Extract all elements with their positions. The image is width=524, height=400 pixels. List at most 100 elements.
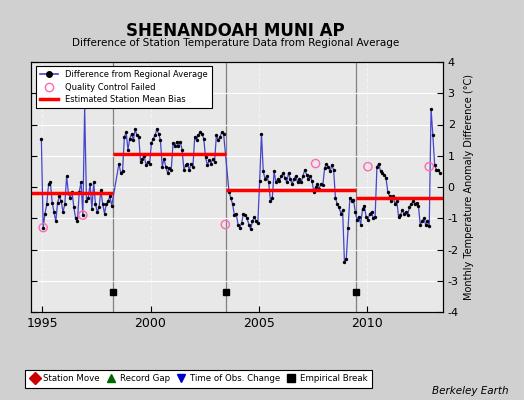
Point <box>131 126 139 132</box>
Point <box>146 160 154 167</box>
Point <box>210 159 219 165</box>
Legend: Difference from Regional Average, Quality Control Failed, Estimated Station Mean: Difference from Regional Average, Qualit… <box>36 66 212 108</box>
Point <box>37 135 46 142</box>
Point <box>347 198 356 204</box>
Point <box>313 181 322 187</box>
Point <box>214 137 222 143</box>
Point <box>64 190 73 196</box>
Point <box>42 201 51 207</box>
Point <box>180 167 188 173</box>
Point <box>293 179 302 186</box>
Point <box>124 146 132 153</box>
Point <box>81 104 89 110</box>
Point <box>160 156 168 162</box>
Point <box>243 215 251 222</box>
Point <box>77 179 85 186</box>
Point <box>93 209 102 215</box>
Point <box>95 204 103 210</box>
Text: SHENANDOAH MUNI AP: SHENANDOAH MUNI AP <box>126 22 345 40</box>
Point <box>200 135 208 142</box>
Point <box>115 160 123 167</box>
Point <box>353 217 361 223</box>
Point <box>183 160 192 167</box>
Point <box>288 181 297 187</box>
Point <box>416 221 424 228</box>
Point <box>79 212 87 218</box>
Point <box>250 214 258 220</box>
Point <box>384 188 392 195</box>
Point <box>266 198 275 204</box>
Point <box>333 201 342 207</box>
Point <box>66 195 74 201</box>
Point <box>290 176 298 182</box>
Point <box>151 132 159 139</box>
Point <box>369 215 377 222</box>
Point <box>239 210 248 217</box>
Point <box>311 184 320 190</box>
Point <box>207 160 215 167</box>
Point <box>336 210 345 217</box>
Point <box>176 138 184 145</box>
Point <box>412 200 421 206</box>
Point <box>257 131 266 137</box>
Point <box>167 167 176 173</box>
Point <box>129 137 138 143</box>
Point <box>158 164 167 170</box>
Point <box>319 182 327 189</box>
Point <box>237 220 246 226</box>
Point <box>297 179 305 186</box>
Point <box>396 212 405 218</box>
Point <box>171 143 179 150</box>
Point <box>135 134 143 140</box>
Point <box>420 215 428 222</box>
Legend: Station Move, Record Gap, Time of Obs. Change, Empirical Break: Station Move, Record Gap, Time of Obs. C… <box>25 370 372 388</box>
Point <box>144 159 152 165</box>
Point <box>212 132 221 139</box>
Point <box>252 218 260 224</box>
Point <box>360 202 368 209</box>
Point <box>246 226 255 232</box>
Point <box>41 210 49 217</box>
Point <box>142 162 150 168</box>
Point <box>403 212 412 218</box>
Point <box>107 202 116 209</box>
Point <box>172 138 181 145</box>
Point <box>310 188 318 195</box>
Point <box>371 214 379 220</box>
Point <box>73 218 82 224</box>
Point <box>320 165 329 172</box>
Point <box>161 164 170 170</box>
Point <box>275 178 283 184</box>
Point <box>306 173 314 179</box>
Point <box>196 129 204 136</box>
Point <box>187 160 195 167</box>
Point <box>216 134 224 140</box>
Point <box>102 201 111 207</box>
Point <box>178 146 186 153</box>
Point <box>57 198 66 204</box>
Point <box>389 193 397 200</box>
Point <box>373 164 381 170</box>
Point <box>236 224 244 231</box>
Point <box>241 212 249 218</box>
Point <box>84 195 92 201</box>
Point <box>330 167 338 173</box>
Point <box>326 168 334 174</box>
Point <box>90 179 98 186</box>
Point <box>220 131 228 137</box>
Point <box>71 215 80 222</box>
Point <box>163 170 172 176</box>
Point <box>46 179 54 186</box>
Point <box>382 174 390 181</box>
Point <box>431 162 439 168</box>
Point <box>70 204 78 210</box>
Point <box>75 188 83 195</box>
Point <box>285 170 293 176</box>
Point <box>138 156 147 162</box>
Point <box>328 162 336 168</box>
Point <box>248 218 257 224</box>
Point <box>387 198 396 204</box>
Point <box>191 134 199 140</box>
Point <box>362 214 370 220</box>
Point <box>299 173 307 179</box>
